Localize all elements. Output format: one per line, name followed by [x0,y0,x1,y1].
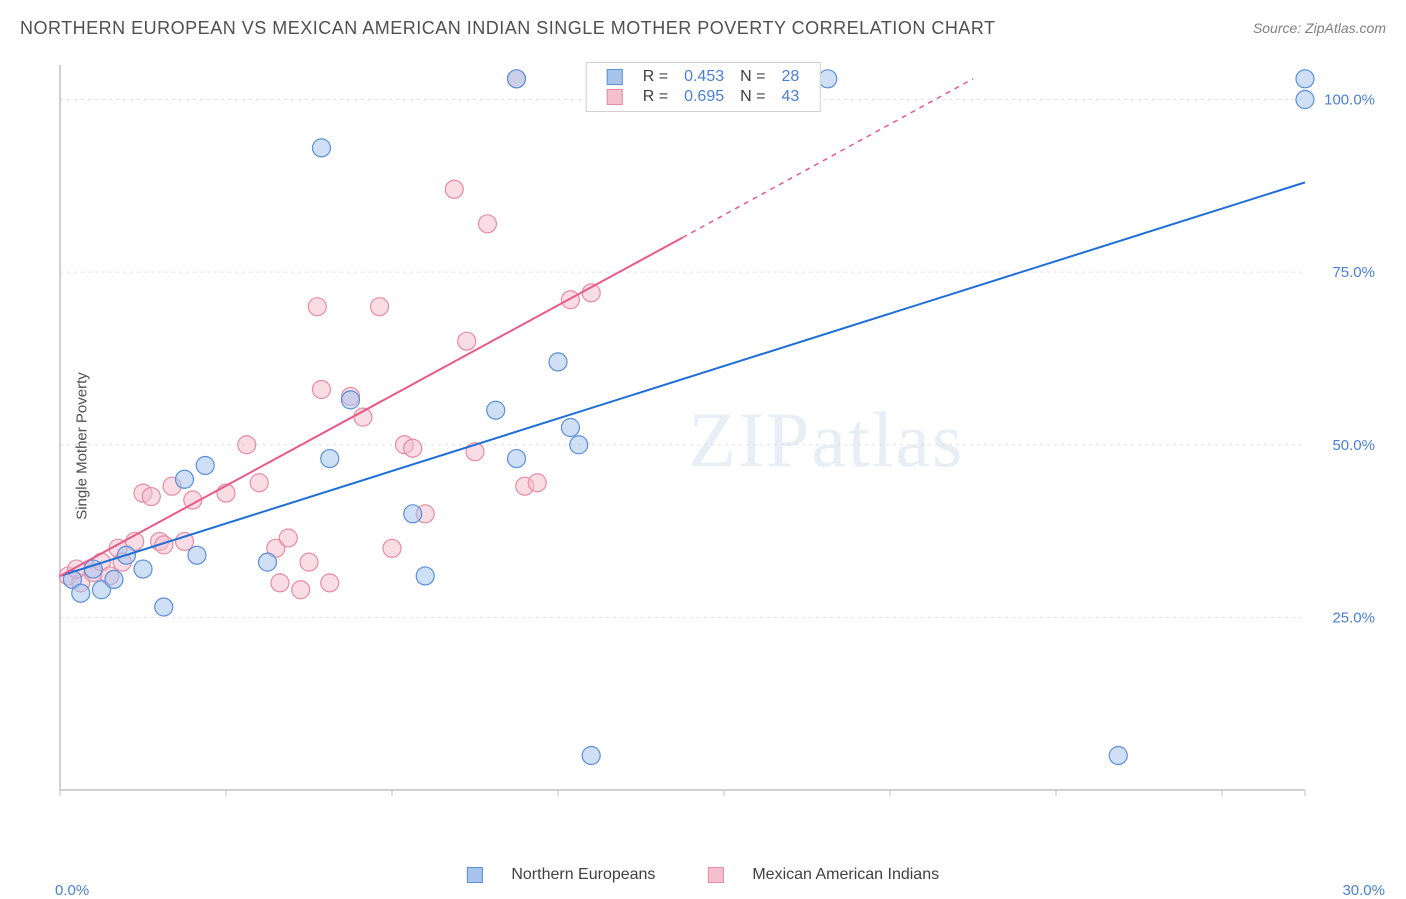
n-value-northern: 28 [773,67,807,87]
legend-bottom: Northern Europeans Mexican American Indi… [443,866,963,884]
x-tick-30: 30.0% [1342,882,1385,899]
legend-row-mexican: R = 0.695 N = 43 [599,87,808,107]
n-value-mexican: 43 [773,87,807,107]
svg-text:25.0%: 25.0% [1332,609,1375,626]
n-label: N = [732,87,773,107]
plot-area: ZIPatlas 25.0%50.0%75.0%100.0% [55,60,1385,820]
swatch-mexican-bottom [708,867,724,883]
r-label: R = [635,67,676,87]
chart-title: NORTHERN EUROPEAN VS MEXICAN AMERICAN IN… [20,18,996,39]
r-value-mexican: 0.695 [676,87,732,107]
r-label: R = [635,87,676,107]
n-label: N = [732,67,773,87]
swatch-northern [607,69,623,85]
swatch-northern-bottom [467,867,483,883]
legend-stats-box: R = 0.453 N = 28 R = 0.695 N = 43 [586,62,821,112]
svg-text:50.0%: 50.0% [1332,437,1375,454]
source-attribution: Source: ZipAtlas.com [1253,20,1386,36]
x-tick-0: 0.0% [55,882,89,899]
legend-label-northern: Northern Europeans [511,866,655,883]
swatch-mexican [607,89,623,105]
scatter-plot-svg: 25.0% 50.0% 75.0% 100.0% [55,60,1385,820]
svg-text:75.0%: 75.0% [1332,264,1375,281]
chart-container: NORTHERN EUROPEAN VS MEXICAN AMERICAN IN… [0,0,1406,892]
svg-text:100.0%: 100.0% [1324,92,1375,109]
r-value-northern: 0.453 [676,67,732,87]
legend-label-mexican: Mexican American Indians [752,866,939,883]
legend-row-northern: R = 0.453 N = 28 [599,67,808,87]
